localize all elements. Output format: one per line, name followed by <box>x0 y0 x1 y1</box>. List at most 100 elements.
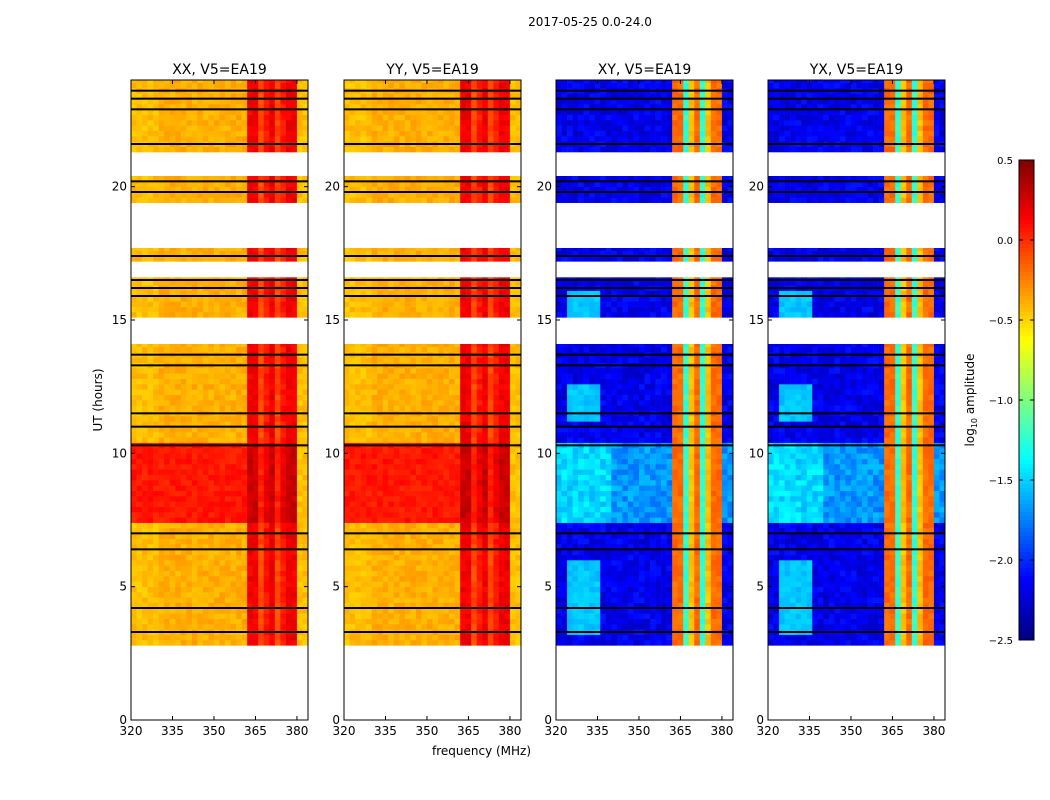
heatmap-cell <box>426 256 433 262</box>
heatmap-cell <box>164 197 171 203</box>
heatmap-cell <box>399 576 406 582</box>
heatmap-cell <box>471 506 478 513</box>
heatmap-cell <box>388 517 395 523</box>
heatmap-cell <box>142 394 148 401</box>
heatmap-cell <box>230 301 237 307</box>
heatmap-cell <box>153 301 159 307</box>
heatmap-cell <box>269 512 276 518</box>
heatmap-cell <box>393 405 400 411</box>
heatmap-cell <box>388 528 395 534</box>
heatmap-cell <box>285 389 292 395</box>
heatmap-cell <box>360 613 367 619</box>
heatmap-cell <box>175 448 182 454</box>
heatmap-cell <box>219 448 226 454</box>
heatmap-cell <box>274 426 281 433</box>
heatmap-cell <box>153 378 159 385</box>
heatmap-cell <box>482 394 489 401</box>
heatmap-cell <box>285 400 292 406</box>
heatmap-cell <box>197 554 204 561</box>
heatmap-cell <box>208 469 215 475</box>
heatmap-cell <box>487 474 494 481</box>
heatmap-cell <box>399 248 406 251</box>
heatmap-cell <box>515 634 522 641</box>
heatmap-cell <box>169 306 176 313</box>
heatmap-cell <box>225 416 231 422</box>
heatmap-cell <box>247 490 253 497</box>
heatmap-cell <box>460 416 466 422</box>
heatmap-cell <box>432 634 439 641</box>
heatmap-cell <box>443 512 450 518</box>
heatmap-cell <box>377 554 384 561</box>
heatmap-cell <box>302 464 309 470</box>
heatmap-cell <box>136 608 143 614</box>
heatmap-cell <box>131 624 137 630</box>
heatmap-cell <box>443 389 450 395</box>
heatmap-cell <box>487 378 494 385</box>
heatmap-cell <box>504 533 511 539</box>
heatmap-cell <box>410 560 417 566</box>
heatmap-cell <box>296 565 303 571</box>
heatmap-cell <box>471 522 478 529</box>
heatmap-cell <box>393 458 400 465</box>
heatmap-cell <box>225 501 231 507</box>
heatmap-cell <box>131 280 137 286</box>
heatmap-cell <box>169 416 176 422</box>
heatmap-cell <box>169 464 176 470</box>
heatmap-cell <box>142 506 148 513</box>
heatmap-cell <box>186 608 193 614</box>
heatmap-cell <box>465 280 472 286</box>
heatmap-cell <box>252 373 259 379</box>
heatmap-cell <box>487 458 494 465</box>
heatmap-cell <box>230 421 237 427</box>
heatmap-cell <box>426 490 433 497</box>
heatmap-cell <box>186 192 193 198</box>
heatmap-cell <box>349 277 356 281</box>
heatmap-cell <box>504 634 511 641</box>
heatmap-cell <box>219 416 226 422</box>
heatmap-cell <box>355 248 361 251</box>
heatmap-cell <box>360 522 367 529</box>
heatmap-cell <box>153 426 159 433</box>
heatmap-cell <box>219 634 226 641</box>
heatmap-cell <box>230 176 237 182</box>
heatmap-cell <box>377 485 384 491</box>
heatmap-cell <box>147 485 154 491</box>
heatmap-cell <box>191 186 198 193</box>
heatmap-cell <box>269 602 276 609</box>
heatmap-cell <box>202 581 209 587</box>
heatmap-cell <box>142 120 148 126</box>
heatmap-cell <box>274 602 281 609</box>
heatmap-cell <box>280 192 287 198</box>
heatmap-cell <box>147 130 154 137</box>
heatmap-cell <box>366 432 372 438</box>
heatmap-cell <box>236 277 242 281</box>
heatmap-cell <box>482 290 489 297</box>
heatmap-cell <box>498 512 505 518</box>
heatmap-cell <box>153 248 159 251</box>
heatmap-cell <box>388 586 395 593</box>
heatmap-cell <box>274 186 281 193</box>
heatmap-cell <box>158 176 165 182</box>
heatmap-cell <box>213 176 220 182</box>
heatmap-cell <box>438 608 444 614</box>
heatmap-cell <box>371 437 378 443</box>
heatmap-cell <box>399 368 406 374</box>
heatmap-cell <box>241 634 248 641</box>
heatmap-cell <box>360 250 367 257</box>
heatmap-cell <box>415 576 422 582</box>
heatmap-cell <box>399 458 406 465</box>
heatmap-cell <box>291 432 298 438</box>
heatmap-cell <box>509 634 516 641</box>
heatmap-cell <box>296 597 303 603</box>
heatmap-cell <box>191 277 198 281</box>
heatmap-cell <box>225 389 231 395</box>
heatmap-cell <box>404 570 411 577</box>
heatmap-cell <box>236 80 242 83</box>
heatmap-cell <box>169 421 176 427</box>
heatmap-cell <box>219 464 226 470</box>
heatmap-cell <box>191 250 198 257</box>
heatmap-cell <box>219 512 226 518</box>
heatmap-cell <box>360 312 367 318</box>
heatmap-cell <box>236 384 242 390</box>
heatmap-cell <box>493 474 500 481</box>
